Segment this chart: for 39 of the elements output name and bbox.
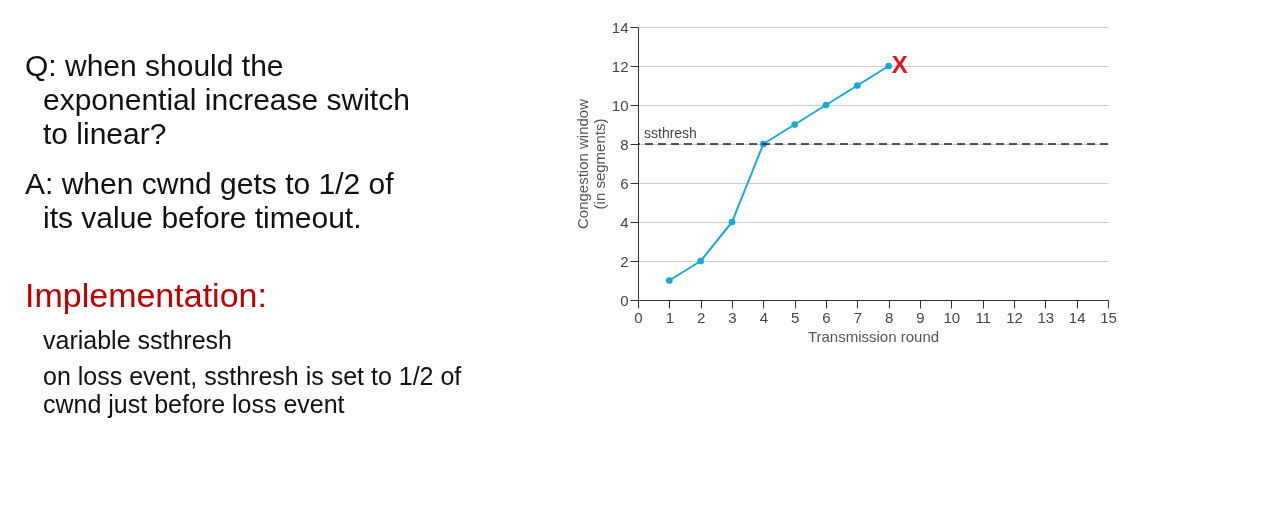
x-tick-label: 6 — [822, 308, 831, 326]
x-tick-label: 13 — [1037, 308, 1055, 326]
annotation: X — [891, 51, 908, 78]
x-tick-label: 9 — [916, 308, 925, 326]
y-tick-label: 0 — [620, 291, 629, 309]
point — [853, 82, 861, 89]
text: variable ssthresh — [43, 326, 232, 354]
point — [822, 101, 830, 109]
y-tick-label: 14 — [611, 18, 629, 36]
y-tick-label: 4 — [620, 213, 629, 231]
x-tick-label: 2 — [696, 308, 706, 326]
y-tick-label: 2 — [620, 252, 629, 270]
x-tick-label: 11 — [975, 308, 991, 326]
text: A: when cwnd gets to 1/2 of its value before timeout. — [25, 167, 395, 234]
text: Implementation: — [25, 276, 267, 314]
point — [665, 277, 673, 284]
y-tick-label: 8 — [620, 135, 629, 153]
x-tick-label: 8 — [884, 308, 894, 326]
x-tick-label: 12 — [1006, 308, 1023, 326]
x-tick-label: 5 — [790, 308, 800, 326]
y-tick-label: 12 — [611, 57, 629, 75]
x-tick-label: 14 — [1068, 308, 1086, 326]
y-axis-title: Congestion window (in segments) — [573, 98, 608, 230]
x-tick-label: 7 — [853, 308, 863, 326]
x-tick-label: 3 — [728, 308, 737, 326]
point — [791, 121, 799, 128]
text: on loss event, ssthresh is set to 1/2 of cwnd just before loss event — [43, 362, 462, 418]
y-tick-label: 10 — [611, 96, 629, 114]
ref-line-label: ssthresh — [644, 125, 697, 141]
x-tick-label: 1 — [665, 308, 675, 326]
x-tick-label: 4 — [759, 308, 769, 326]
text: Q: when should the exponential increase switch to linear? — [25, 49, 410, 150]
x-axis-title: Transmission round — [807, 327, 940, 345]
x-tick-label: 0 — [634, 308, 643, 326]
point — [728, 218, 736, 226]
point — [697, 257, 705, 265]
x-tick-label: 10 — [943, 308, 961, 326]
y-tick-label: 6 — [620, 174, 629, 192]
x-tick-label: 15 — [1100, 308, 1117, 326]
